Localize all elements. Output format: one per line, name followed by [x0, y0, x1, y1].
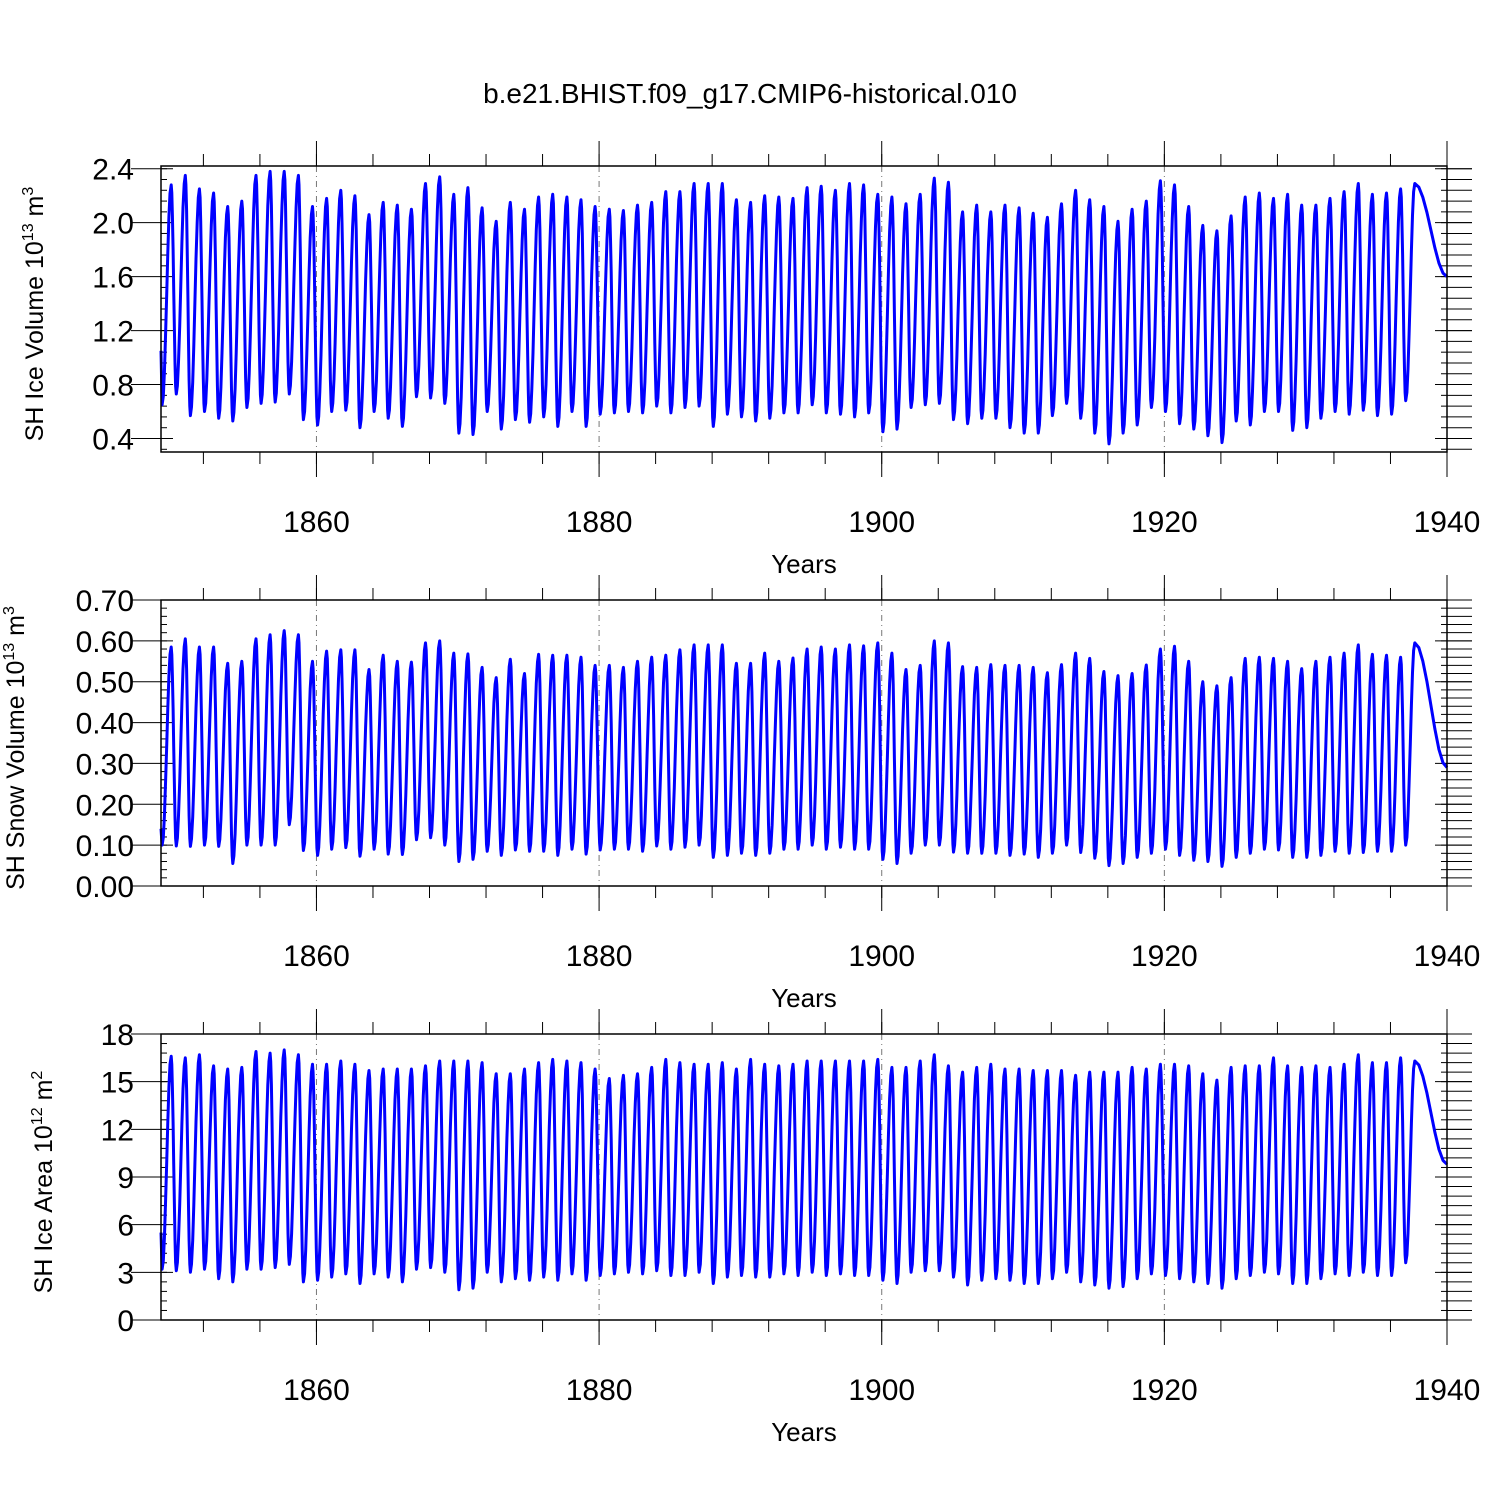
y-tick-label: 0.30 — [76, 748, 134, 781]
plot-frame — [160, 1033, 1448, 1321]
y-tick-label: 0.70 — [76, 585, 134, 618]
y-tick-label: 3 — [117, 1257, 134, 1290]
x-tick-label: 1860 — [283, 1374, 350, 1407]
y-tick-label: 0.4 — [92, 424, 134, 457]
x-axis-title: Years — [771, 983, 837, 1013]
x-tick-label: 1860 — [283, 940, 350, 973]
x-tick-label: 1940 — [1414, 940, 1481, 973]
x-axis-title: Years — [771, 549, 837, 579]
plot-frame — [160, 599, 1448, 887]
x-tick-label: 1880 — [566, 940, 633, 973]
y-tick-label: 0.10 — [76, 830, 134, 863]
plot-frame — [160, 165, 1448, 453]
x-tick-label: 1900 — [848, 940, 915, 973]
y-tick-label: 0.00 — [76, 871, 134, 904]
y-axis-title: SH Snow Volume 1013 m3 — [1, 606, 30, 890]
y-tick-label: 18 — [101, 1019, 134, 1052]
x-tick-label: 1880 — [566, 506, 633, 539]
x-tick-label: 1880 — [566, 1374, 633, 1407]
y-tick-label: 0.50 — [76, 667, 134, 700]
y-tick-label: 0 — [117, 1305, 134, 1338]
series-line — [159, 1048, 1449, 1292]
x-tick-label: 1940 — [1414, 1374, 1481, 1407]
x-tick-label: 1860 — [283, 506, 350, 539]
x-tick-label: 1900 — [848, 1374, 915, 1407]
x-tick-label: 1920 — [1131, 940, 1198, 973]
y-tick-label: 6 — [117, 1210, 134, 1243]
figure-title: b.e21.BHIST.f09_g17.CMIP6-historical.010 — [483, 78, 1017, 109]
y-tick-label: 0.60 — [76, 626, 134, 659]
x-tick-label: 1920 — [1131, 1374, 1198, 1407]
y-tick-label: 0.40 — [76, 708, 134, 741]
y-tick-label: 2.0 — [92, 208, 134, 241]
panel-ice-volume: 0.4 0.8 1.2 1.6 2.0 2.4 1860 1880 1900 1920 1940 Ye… — [20, 141, 1480, 579]
y-tick-label: 0.20 — [76, 789, 134, 822]
panel-ice-area: 0 3 6 9 12 15 18 1860 1880 1900 1920 1940 Years SH Ic… — [29, 1009, 1480, 1447]
y-tick-label: 1.6 — [92, 262, 134, 295]
x-tick-label: 1940 — [1414, 506, 1481, 539]
y-tick-label: 0.8 — [92, 370, 134, 403]
y-axis-title: SH Ice Area 1012 m2 — [29, 1071, 58, 1294]
y-axis-title: SH Ice Volume 1013 m3 — [20, 187, 49, 442]
y-tick-label: 1.2 — [92, 316, 134, 349]
y-tick-label: 9 — [117, 1162, 134, 1195]
series-line — [159, 169, 1448, 446]
y-tick-label: 2.4 — [92, 154, 134, 187]
series-line — [159, 629, 1449, 868]
y-tick-label: 15 — [101, 1067, 134, 1100]
y-tick-label: 12 — [101, 1114, 134, 1147]
x-tick-label: 1900 — [848, 506, 915, 539]
x-axis-title: Years — [771, 1417, 837, 1447]
panel-snow-volume: 0.00 0.10 0.20 0.30 0.40 0.50 0.60 0.70 1860 1880… — [1, 575, 1480, 1013]
x-tick-label: 1920 — [1131, 506, 1198, 539]
